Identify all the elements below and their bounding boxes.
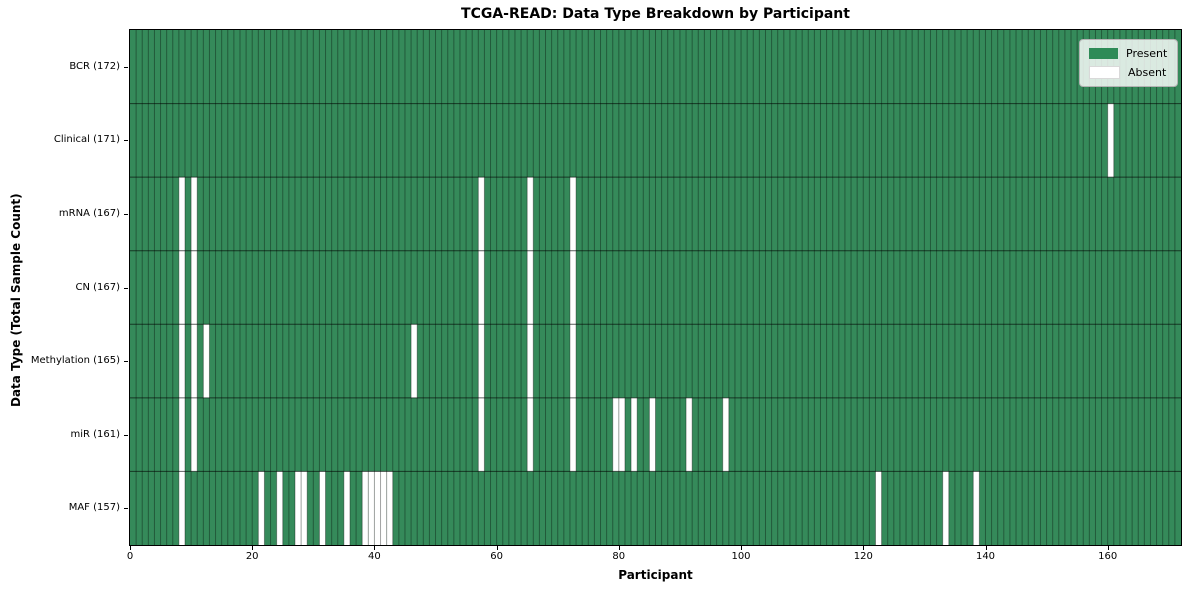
chart-title: TCGA-READ: Data Type Breakdown by Partic… [461, 6, 850, 22]
absent-bar [374, 471, 381, 545]
absent-bar [191, 250, 198, 325]
absent-bar [319, 471, 326, 545]
y-tick [124, 434, 128, 436]
absent-bar [178, 250, 185, 325]
y-tick-label: MAF (157) [68, 502, 120, 514]
absent-bar [178, 324, 185, 398]
y-tick-label: miR (161) [70, 428, 120, 440]
legend-entry-present: Present [1089, 47, 1167, 60]
x-tick-label: 20 [245, 551, 259, 562]
absent-bar [569, 397, 577, 472]
absent-bar [569, 324, 577, 398]
absent-bar [191, 324, 198, 398]
x-axis-label: Participant [618, 568, 693, 582]
x-tick-label: 100 [731, 551, 751, 562]
absent-bar [649, 397, 656, 472]
absent-bar [942, 471, 949, 545]
x-tick [741, 546, 742, 550]
absent-bar [527, 397, 534, 472]
x-tick-label: 60 [490, 551, 503, 562]
absent-bar [178, 177, 185, 251]
absent-bar [569, 177, 577, 251]
absent-bar [686, 397, 693, 472]
absent-bar [569, 250, 577, 325]
x-tick-label: 160 [1098, 551, 1118, 562]
x-tick [618, 546, 620, 550]
x-tick [1107, 546, 1109, 550]
absent-bar [343, 471, 350, 545]
x-tick-label: 80 [612, 551, 626, 562]
x-tick [985, 546, 987, 550]
absent-bar [380, 471, 387, 545]
absent-bar [631, 397, 638, 472]
y-tick [124, 361, 128, 363]
absent-bar [478, 324, 485, 398]
x-tick [863, 546, 865, 550]
absent-bar [203, 324, 210, 398]
y-tick-label: mRNA (167) [58, 207, 120, 219]
x-tick [374, 546, 376, 550]
y-tick-label: Methylation (165) [30, 355, 120, 367]
absent-bar [875, 471, 882, 545]
absent-bar [386, 471, 393, 545]
heatmap [130, 30, 1181, 545]
x-tick-label: 120 [853, 551, 873, 562]
x-tick-label: 140 [975, 551, 996, 562]
absent-bar [294, 471, 302, 545]
legend-entry-absent: Absent [1089, 66, 1167, 79]
y-tick-label: Clinical (171) [53, 134, 120, 146]
y-tick [124, 213, 128, 215]
absent-bar [276, 471, 283, 545]
grid-lines-vertical [135, 30, 1176, 545]
absent-bar [191, 177, 198, 251]
y-tick-label: CN (167) [75, 281, 120, 293]
absent-bar [178, 397, 185, 472]
absent-bar [478, 250, 485, 325]
absent-bar [478, 177, 485, 251]
x-tick-label: 40 [368, 551, 381, 562]
y-tick-label: BCR (172) [69, 60, 120, 72]
absent-bar [301, 471, 308, 545]
absent-bar [1107, 103, 1114, 178]
absent-bar [722, 397, 729, 472]
x-tick [130, 546, 131, 550]
x-tick [496, 546, 498, 550]
y-tick [124, 508, 128, 510]
absent-bar [618, 397, 625, 472]
x-tick [252, 546, 254, 550]
x-tick-label: 0 [126, 551, 134, 562]
present-swatch [1089, 48, 1118, 59]
absent-bar [362, 471, 369, 545]
legend-label-present: Present [1126, 47, 1168, 60]
absent-bar [411, 324, 418, 398]
absent-bar [973, 471, 980, 545]
absent-bar [368, 471, 375, 545]
plot-area [129, 29, 1182, 546]
absent-bar [527, 324, 534, 398]
y-tick [124, 140, 128, 142]
y-tick [124, 66, 128, 68]
absent-bar [178, 471, 185, 545]
absent-swatch [1089, 66, 1120, 79]
y-tick [124, 287, 128, 289]
absent-bar [527, 250, 534, 325]
absent-bar [478, 397, 485, 472]
legend: Present Absent [1079, 39, 1179, 87]
absent-bar [527, 177, 534, 251]
absent-bar [258, 471, 265, 545]
absent-bar [612, 397, 619, 472]
legend-label-absent: Absent [1128, 66, 1167, 79]
absent-bar [191, 397, 198, 472]
grid-lines-horizontal [130, 103, 1181, 472]
